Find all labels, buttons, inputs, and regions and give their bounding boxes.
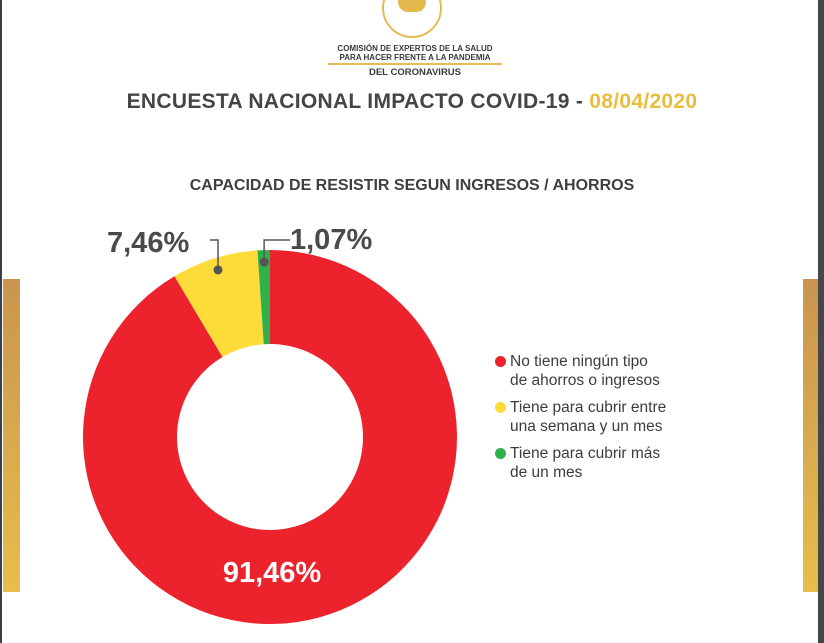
donut-slice-2 xyxy=(257,250,270,345)
legend-item-1: Tiene para cubrir entre una semana y un m… xyxy=(495,398,666,436)
legend-item-2: Tiene para cubrir más de un mes xyxy=(495,444,666,482)
legend-dot-icon xyxy=(495,402,506,413)
chart-title: CAPACIDAD DE RESISTIR SEGUN INGRESOS / A… xyxy=(189,177,635,194)
leader-line-1 xyxy=(210,239,219,270)
legend-label: de un mes xyxy=(510,464,583,481)
data-label-2: 1,07% xyxy=(290,224,372,256)
data-label-0: 91,46% xyxy=(223,557,322,589)
leader-line-2 xyxy=(263,239,290,263)
legend-label: Tiene para cubrir más xyxy=(510,445,661,462)
donut-slice-0 xyxy=(82,250,457,624)
legend-label: una semana y un mes xyxy=(510,418,663,435)
legend-dot-icon xyxy=(495,356,506,367)
legend-label: Tiene para cubrir entre xyxy=(510,399,667,416)
donut-slice-1 xyxy=(174,250,264,358)
org-line-2: PARA HACER FRENTE A LA PANDEMIA xyxy=(339,53,491,62)
legend-dot-icon xyxy=(495,448,506,459)
decorative-gold-bar-right xyxy=(803,279,818,592)
leader-dot-1 xyxy=(213,265,223,275)
legend-item-0: No tiene ningún tipo de ahorros o ingreso… xyxy=(495,352,666,390)
decorative-gold-bar-left xyxy=(3,279,20,592)
data-label-1: 7,46% xyxy=(107,227,189,259)
page-title: ENCUESTA NACIONAL IMPACTO COVID-19 - 08/… xyxy=(0,90,824,114)
title-text: ENCUESTA NACIONAL IMPACTO COVID-19 - xyxy=(126,90,590,113)
title-date: 08/04/2020 xyxy=(589,90,698,113)
legend-label: No tiene ningún tipo xyxy=(510,353,648,370)
organization-name: COMISIÓN DE EXPERTOS DE LA SALUD PARA HA… xyxy=(320,44,510,78)
chart-legend: No tiene ningún tipo de ahorros o ingreso… xyxy=(495,352,666,490)
leader-dot-2 xyxy=(259,257,269,267)
legend-label: de ahorros o ingresos xyxy=(510,372,660,389)
window-border-right xyxy=(818,0,824,643)
org-divider xyxy=(328,63,502,65)
org-line-3: DEL CORONAVIRUS xyxy=(368,67,462,78)
window-border-left xyxy=(0,0,2,643)
org-line-1: COMISIÓN DE EXPERTOS DE LA SALUD xyxy=(337,44,493,53)
